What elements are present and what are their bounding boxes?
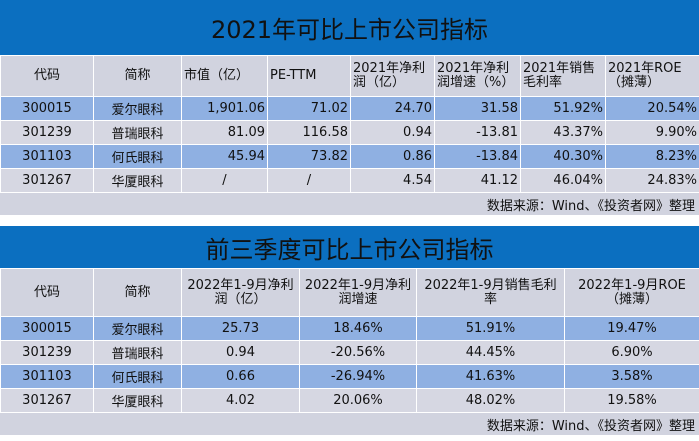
table-cell: / — [267, 168, 351, 193]
table-row: 301239 普瑞眼科 0.94 -20.56% 44.45% 6.90% — [0, 340, 699, 365]
table-row: 301267 华厦眼科 / / 4.54 41.12 46.04% 24.83% — [0, 168, 699, 193]
table-cell: 45.94 — [181, 144, 268, 169]
table-cell: 81.09 — [181, 120, 268, 145]
table-row: 301239 普瑞眼科 81.09 116.58 0.94 -13.81 43.… — [0, 120, 699, 145]
table-cell: 301239 — [0, 120, 94, 145]
table1-header: PE-TTM — [267, 55, 351, 97]
table-cell: 爱尔眼科 — [93, 316, 182, 341]
table-cell: 3.58% — [564, 364, 699, 389]
table2-header: 2022年1-9月ROE（摊薄） — [564, 268, 699, 317]
table-cell: 20.06% — [299, 388, 417, 413]
table1-header: 2021年销售毛利率 — [520, 55, 606, 97]
table1-header: 市值（亿） — [181, 55, 268, 97]
table-cell: 25.73 — [181, 316, 300, 341]
table-cell: -13.81 — [434, 120, 521, 145]
table-cell: -20.56% — [299, 340, 417, 365]
table1-section: 2021年可比上市公司指标 代码 简称 市值（亿） PE-TTM 2021年净利… — [0, 0, 699, 215]
table-cell: 48.02% — [416, 388, 565, 413]
table2-header: 2022年1-9月净利润（亿） — [181, 268, 300, 317]
table-cell: 24.83% — [605, 168, 699, 193]
table-row: 300015 爱尔眼科 1,901.06 71.02 24.70 31.58 5… — [0, 96, 699, 121]
table-cell: 华厦眼科 — [93, 168, 182, 193]
table-cell: 18.46% — [299, 316, 417, 341]
table-cell: 何氏眼科 — [93, 144, 182, 169]
table-cell: 300015 — [0, 96, 94, 121]
table-cell: / — [181, 168, 268, 193]
table-cell: 0.94 — [181, 340, 300, 365]
table-cell: 0.94 — [350, 120, 435, 145]
table1-header-row: 代码 简称 市值（亿） PE-TTM 2021年净利润（亿） 2021年净利润增… — [0, 55, 699, 97]
table1-header: 2021年净利润（亿） — [350, 55, 435, 97]
table-cell: 4.54 — [350, 168, 435, 193]
table-cell: -26.94% — [299, 364, 417, 389]
table-cell: 41.12 — [434, 168, 521, 193]
table2-header: 简称 — [93, 268, 182, 317]
table2-header: 代码 — [0, 268, 94, 317]
table2-header-row: 代码 简称 2022年1-9月净利润（亿） 2022年1-9月净利润增速 202… — [0, 268, 699, 317]
table-cell: 1,901.06 — [181, 96, 268, 121]
table-cell: 普瑞眼科 — [93, 340, 182, 365]
table-cell: 19.58% — [564, 388, 699, 413]
table2: 代码 简称 2022年1-9月净利润（亿） 2022年1-9月净利润增速 202… — [0, 268, 699, 413]
table1-title: 2021年可比上市公司指标 — [0, 0, 699, 55]
table1-header: 2021年净利润增速（%） — [434, 55, 521, 97]
table2-title: 前三季度可比上市公司指标 — [0, 226, 699, 268]
table-cell: 何氏眼科 — [93, 364, 182, 389]
table-cell: 4.02 — [181, 388, 300, 413]
table-cell: 71.02 — [267, 96, 351, 121]
table-cell: 0.86 — [350, 144, 435, 169]
table-row: 301103 何氏眼科 0.66 -26.94% 41.63% 3.58% — [0, 364, 699, 389]
table-cell: 51.92% — [520, 96, 606, 121]
table2-header: 2022年1-9月净利润增速 — [299, 268, 417, 317]
table1-header: 代码 — [0, 55, 94, 97]
table-cell: 301267 — [0, 388, 94, 413]
table2-source: 数据来源：Wind、《投资者网》整理 — [0, 413, 699, 435]
table-row: 301267 华厦眼科 4.02 20.06% 48.02% 19.58% — [0, 388, 699, 413]
table1: 代码 简称 市值（亿） PE-TTM 2021年净利润（亿） 2021年净利润增… — [0, 55, 699, 193]
table-cell: 9.90% — [605, 120, 699, 145]
table-cell: 44.45% — [416, 340, 565, 365]
table-cell: 0.66 — [181, 364, 300, 389]
table1-source: 数据来源：Wind、《投资者网》整理 — [0, 193, 699, 215]
table2-section: 前三季度可比上市公司指标 代码 简称 2022年1-9月净利润（亿） 2022年… — [0, 226, 699, 435]
table-cell: 301103 — [0, 364, 94, 389]
table-cell: 8.23% — [605, 144, 699, 169]
table-cell: 51.91% — [416, 316, 565, 341]
table-cell: 116.58 — [267, 120, 351, 145]
table-cell: 300015 — [0, 316, 94, 341]
table-cell: 41.63% — [416, 364, 565, 389]
table-cell: 31.58 — [434, 96, 521, 121]
table2-header: 2022年1-9月销售毛利率 — [416, 268, 565, 317]
table-cell: 40.30% — [520, 144, 606, 169]
table-cell: 24.70 — [350, 96, 435, 121]
table-cell: 6.90% — [564, 340, 699, 365]
table-cell: 301103 — [0, 144, 94, 169]
table-row: 300015 爱尔眼科 25.73 18.46% 51.91% 19.47% — [0, 316, 699, 341]
table-cell: 73.82 — [267, 144, 351, 169]
table-cell: 华厦眼科 — [93, 388, 182, 413]
table-cell: 46.04% — [520, 168, 606, 193]
table-cell: 43.37% — [520, 120, 606, 145]
table-cell: 20.54% — [605, 96, 699, 121]
table-cell: 301267 — [0, 168, 94, 193]
table1-header: 2021年ROE（摊薄） — [605, 55, 699, 97]
table-cell: 301239 — [0, 340, 94, 365]
table-row: 301103 何氏眼科 45.94 73.82 0.86 -13.84 40.3… — [0, 144, 699, 169]
table-cell: -13.84 — [434, 144, 521, 169]
table1-header: 简称 — [93, 55, 182, 97]
table-cell: 爱尔眼科 — [93, 96, 182, 121]
table-cell: 19.47% — [564, 316, 699, 341]
table-cell: 普瑞眼科 — [93, 120, 182, 145]
